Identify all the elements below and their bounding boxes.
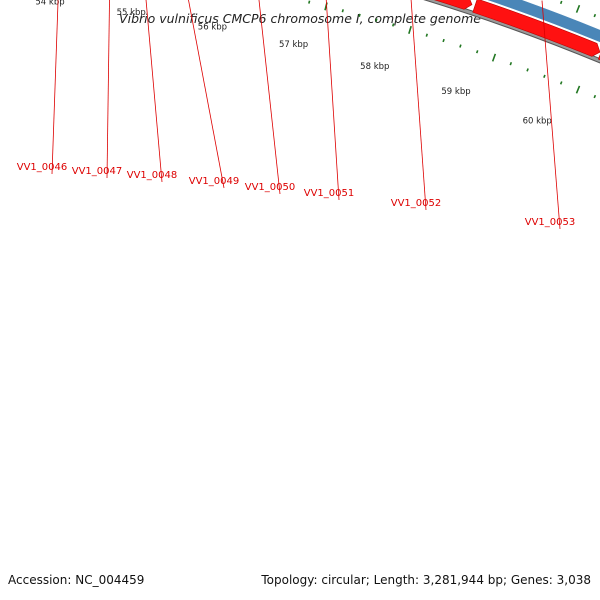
kbp-label: 59 kbp: [441, 87, 470, 97]
cds-track: [433, 0, 600, 61]
inner-tick: [459, 44, 462, 48]
kbp-label: 58 kbp: [360, 62, 389, 72]
gene-leader-line: [188, 0, 225, 189]
gene-leader-line: [410, 0, 427, 211]
inner-tick: [408, 25, 412, 34]
inner-tick: [442, 38, 445, 43]
gene-label: VV1_0052: [391, 198, 442, 209]
genome-summary-text: Topology: circular; Length: 3,281,944 bp…: [261, 573, 591, 587]
inner-tick: [559, 81, 563, 85]
inner-tick: [491, 53, 497, 62]
inner-tick: [375, 18, 378, 22]
kbp-label: 60 kbp: [523, 117, 552, 127]
inner-tick: [575, 85, 581, 94]
gene-label: VV1_0046: [17, 162, 68, 173]
gene-leader-line: [258, 0, 281, 195]
map-title: Vibrio vulnificus CMCP6 chromosome I, co…: [119, 11, 481, 26]
inner-tick-ring: [308, 0, 597, 99]
kbp-label: 57 kbp: [279, 40, 308, 50]
gene-label: VV1_0047: [72, 166, 123, 177]
inner-tick: [509, 62, 513, 66]
inner-tick: [358, 13, 361, 17]
inner-tick: [392, 23, 395, 27]
gene-leader-line: [145, 0, 163, 183]
inner-tick: [308, 0, 311, 4]
kbp-label: 54 kbp: [35, 0, 64, 8]
gene-leader-line: [106, 0, 110, 179]
inner-tick: [543, 74, 546, 78]
gene-leader-line: [325, 0, 340, 201]
gene-leader-line: [51, 0, 59, 175]
gene-labels: VV1_0046 VV1_0047 VV1_0048 VV1_0049 VV1_0050…: [17, 162, 576, 228]
outer-tick-ring: [559, 0, 597, 18]
cds-arrow: [472, 0, 600, 57]
gene-label: VV1_0048: [127, 170, 178, 181]
gene-bar: [485, 0, 600, 43]
inner-tick: [425, 33, 429, 37]
gene-label: VV1_0049: [189, 176, 240, 187]
gene-label: VV1_0053: [525, 217, 576, 228]
outer-tick: [559, 0, 563, 5]
inner-tick: [341, 9, 344, 13]
gene-label-leaders: [51, 0, 561, 230]
outer-tick: [575, 4, 581, 13]
gene-label: VV1_0051: [304, 188, 355, 199]
gene-label: VV1_0050: [245, 182, 296, 193]
cds-arrow: [433, 0, 473, 10]
inner-tick: [526, 68, 529, 72]
inner-tick: [475, 50, 479, 54]
kbp-label: 56 kbp: [198, 22, 227, 32]
inner-tick: [593, 94, 597, 99]
chromosome-backbone: [426, 0, 600, 63]
kbp-scale: 54 kbp 55 kbp 56 kbp 57 kbp 58 kbp 59 kbp 60 k…: [35, 0, 551, 127]
gene-feature-track: [485, 0, 600, 43]
kbp-label: 55 kbp: [117, 8, 146, 18]
gene-leader-line: [541, 0, 561, 230]
accession-text: Accession: NC_004459: [8, 573, 145, 587]
outer-tick: [593, 13, 597, 18]
